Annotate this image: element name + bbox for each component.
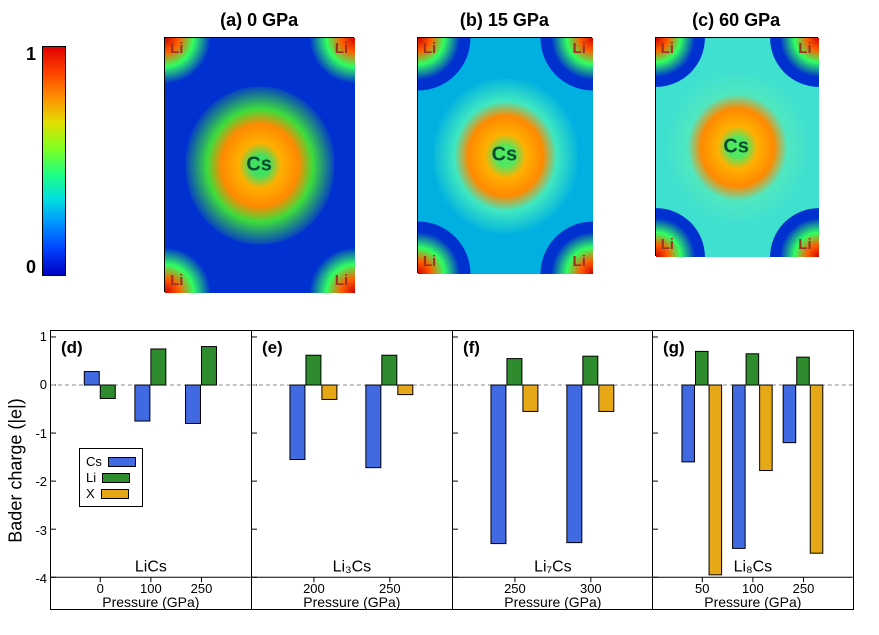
atom-label-li: Li: [571, 252, 588, 271]
bar-Li: [306, 355, 321, 385]
bar-Li: [382, 355, 397, 385]
compound-label: LiCs: [135, 558, 167, 575]
compound-label: Li₇Cs: [534, 558, 571, 575]
bar-Cs: [135, 385, 150, 421]
ytick-label: -4: [27, 571, 47, 586]
atom-label-li: Li: [421, 252, 438, 271]
atom-label-li: Li: [168, 39, 185, 58]
bar-Li: [100, 385, 115, 398]
bar-X: [522, 385, 537, 411]
bar-Cs: [366, 385, 381, 468]
bar-Li: [201, 347, 216, 385]
ytick-label: 1: [27, 329, 47, 344]
legend: CsLiX: [79, 448, 143, 507]
atom-label-cs: Cs: [246, 153, 272, 176]
svg-text:(e): (e): [262, 338, 283, 357]
svg-text:Pressure (GPa): Pressure (GPa): [705, 594, 802, 609]
bar-Cs: [682, 385, 695, 462]
bar-X: [398, 385, 413, 395]
svg-text:(g): (g): [663, 338, 685, 357]
ytick-label: 0: [27, 377, 47, 392]
density-map: Li Li Li Li Cs: [655, 37, 818, 256]
bar-Li: [797, 357, 810, 385]
bar-X: [810, 385, 823, 553]
bar-Cs: [490, 385, 505, 544]
bar-Li: [696, 351, 709, 385]
bar-Li: [746, 354, 759, 385]
density-map: Li Li Li Li Cs: [164, 37, 354, 292]
bar-Li: [582, 356, 597, 385]
bar-X: [709, 385, 722, 575]
atom-label-li: Li: [168, 271, 185, 290]
atom-label-li: Li: [659, 39, 676, 58]
bar-X: [322, 385, 337, 399]
compound-label: Li₈Cs: [734, 558, 773, 575]
bader-ylabel-text: Bader charge (|e|): [6, 398, 27, 542]
atom-label-li: Li: [333, 39, 350, 58]
legend-item: Li: [86, 470, 136, 485]
density-panel-1: (b) 15 GPa Li Li Li Li Cs: [417, 10, 592, 273]
bar-Li: [506, 359, 521, 385]
bader-chart-Li₇Cs: 250300(f)Li₇CsPressure (GPa): [453, 330, 654, 610]
svg-text:(d): (d): [61, 338, 83, 357]
atom-label-cs: Cs: [723, 135, 749, 158]
density-panel-title: (a) 0 GPa: [164, 10, 354, 31]
svg-text:Pressure (GPa): Pressure (GPa): [102, 594, 199, 609]
atom-label-li: Li: [421, 39, 438, 58]
legend-item: Cs: [86, 454, 136, 469]
atom-label-li: Li: [796, 39, 813, 58]
bader-chart-Li₃Cs: 200250(e)Li₃CsPressure (GPa): [252, 330, 453, 610]
atom-label-li: Li: [333, 271, 350, 290]
bar-Cs: [783, 385, 796, 443]
bar-X: [760, 385, 773, 471]
atom-label-li: Li: [659, 235, 676, 254]
legend-swatch: [102, 473, 130, 483]
bar-X: [598, 385, 613, 411]
bar-Li: [151, 349, 166, 385]
legend-label: X: [86, 486, 95, 501]
density-panel-title: (b) 15 GPa: [417, 10, 592, 31]
bader-chart-Li₈Cs: 50100250(g)Li₈CsPressure (GPa): [653, 330, 854, 610]
density-map: Li Li Li Li Cs: [417, 37, 592, 273]
ytick-label: -3: [27, 523, 47, 538]
legend-label: Cs: [86, 454, 102, 469]
ytick-label: -1: [27, 426, 47, 441]
bar-Cs: [185, 385, 200, 423]
legend-item: X: [86, 486, 136, 501]
legend-swatch: [108, 457, 136, 467]
bar-Cs: [733, 385, 746, 548]
atom-label-li: Li: [796, 235, 813, 254]
density-panel-0: (a) 0 GPa Li Li Li Li Cs: [164, 10, 354, 292]
bader-charts-row: 0100250(d)LiCsPressure (GPa)-4-3-2-101Cs…: [50, 330, 854, 610]
legend-label: Li: [86, 470, 96, 485]
svg-text:Pressure (GPa): Pressure (GPa): [504, 594, 601, 609]
density-panels-row: (a) 0 GPaLiLiLiLiCs(b) 15 GPaLiLiLiLiCs(…: [30, 10, 849, 310]
bar-Cs: [290, 385, 305, 459]
atom-label-cs: Cs: [492, 144, 518, 167]
bader-chart-LiCs: 0100250(d)LiCsPressure (GPa)-4-3-2-101Cs…: [50, 330, 252, 610]
bader-ylabel: Bader charge (|e|): [4, 330, 28, 610]
bar-Cs: [84, 372, 99, 385]
ytick-label: -2: [27, 474, 47, 489]
bar-Cs: [566, 385, 581, 543]
svg-text:Pressure (GPa): Pressure (GPa): [303, 594, 400, 609]
density-panel-title: (c) 60 GPa: [655, 10, 818, 31]
compound-label: Li₃Cs: [332, 558, 370, 575]
atom-label-li: Li: [571, 39, 588, 58]
density-panel-2: (c) 60 GPa Li Li Li Li Cs: [655, 10, 818, 256]
legend-swatch: [101, 489, 129, 499]
svg-text:(f): (f): [462, 338, 479, 357]
